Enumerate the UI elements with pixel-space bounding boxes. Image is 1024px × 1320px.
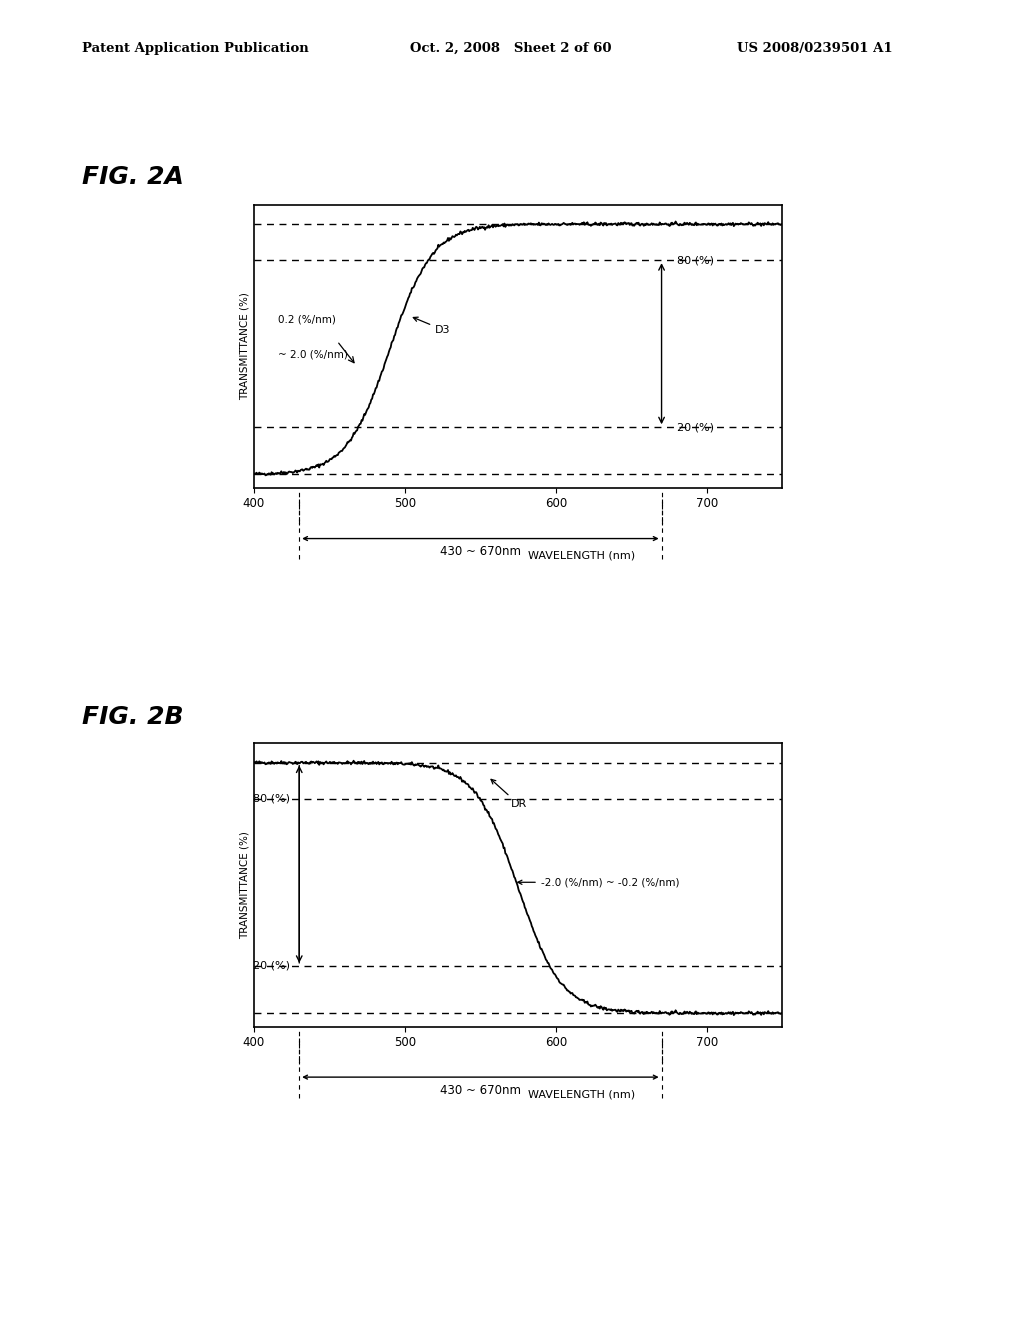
Text: Oct. 2, 2008   Sheet 2 of 60: Oct. 2, 2008 Sheet 2 of 60 <box>410 42 611 55</box>
Y-axis label: TRANSMITTANCE (%): TRANSMITTANCE (%) <box>240 832 250 939</box>
Text: 80 (%): 80 (%) <box>253 793 290 804</box>
Text: FIG. 2B: FIG. 2B <box>82 705 183 729</box>
Text: WAVELENGTH (nm): WAVELENGTH (nm) <box>528 550 635 561</box>
Text: 80 (%): 80 (%) <box>677 255 714 265</box>
Text: FIG. 2A: FIG. 2A <box>82 165 183 189</box>
Text: -2.0 (%/nm) ~ -0.2 (%/nm): -2.0 (%/nm) ~ -0.2 (%/nm) <box>518 878 679 887</box>
Text: 20 (%): 20 (%) <box>253 961 290 970</box>
Text: ~ 2.0 (%/nm): ~ 2.0 (%/nm) <box>279 350 348 359</box>
Text: 0.2 (%/nm): 0.2 (%/nm) <box>279 314 336 325</box>
Text: US 2008/0239501 A1: US 2008/0239501 A1 <box>737 42 893 55</box>
Text: DR: DR <box>492 779 526 809</box>
Text: 430 ~ 670nm: 430 ~ 670nm <box>440 1084 521 1097</box>
Y-axis label: TRANSMITTANCE (%): TRANSMITTANCE (%) <box>240 293 250 400</box>
Text: 20 (%): 20 (%) <box>677 422 714 432</box>
Text: Patent Application Publication: Patent Application Publication <box>82 42 308 55</box>
Text: 430 ~ 670nm: 430 ~ 670nm <box>440 545 521 558</box>
Text: WAVELENGTH (nm): WAVELENGTH (nm) <box>528 1089 635 1100</box>
Text: D3: D3 <box>414 317 451 335</box>
